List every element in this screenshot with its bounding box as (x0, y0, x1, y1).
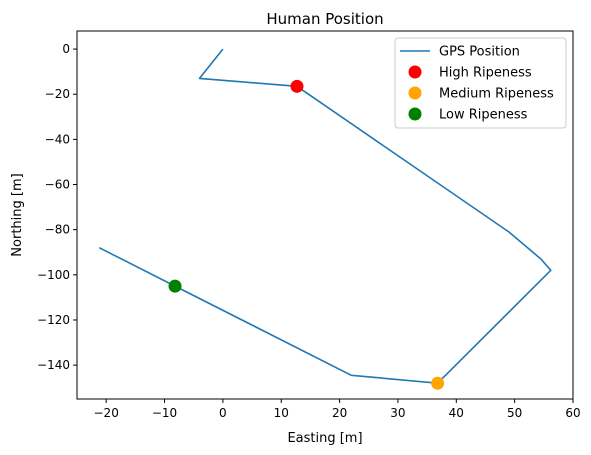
scatter-point-medium-ripeness (431, 376, 445, 390)
scatter-point-low-ripeness (168, 279, 182, 293)
chart-title: Human Position (266, 10, 383, 28)
x-axis-label: Easting [m] (287, 431, 362, 446)
legend-swatch (408, 107, 422, 121)
y-tick-label: −80 (45, 223, 70, 237)
y-tick-label: −40 (45, 132, 70, 146)
x-axis-ticks: −20 −10 0 10 20 30 40 50 60 (94, 399, 581, 420)
y-tick-label: −100 (37, 268, 70, 282)
x-tick-label: 50 (507, 406, 522, 420)
legend-label: GPS Position (439, 45, 520, 60)
x-tick-label: −10 (152, 406, 177, 420)
x-tick-label: 20 (332, 406, 347, 420)
series-line-gps-position (98, 48, 552, 385)
series-layer (98, 48, 552, 390)
y-tick-label: −60 (45, 178, 70, 192)
plot-frame (76, 30, 574, 400)
y-tick-label: −140 (37, 358, 70, 372)
x-tick-label: 40 (449, 406, 464, 420)
legend: GPS Position High Ripeness Medium Ripeness… (394, 37, 567, 129)
legend-label: Low Ripeness (439, 108, 528, 123)
y-tick-label: −20 (45, 87, 70, 101)
y-axis-ticks: 0 −20 −40 −60 −80 −100 −120 −140 (37, 42, 77, 372)
x-tick-label: 0 (219, 406, 227, 420)
legend-swatch (408, 86, 422, 100)
x-tick-label: 30 (390, 406, 405, 420)
y-tick-label: 0 (62, 42, 70, 56)
legend-swatch (408, 65, 422, 79)
x-tick-label: 60 (565, 406, 580, 420)
legend-label: Medium Ripeness (439, 87, 554, 102)
y-axis-label: Northing [m] (10, 173, 25, 256)
x-tick-label: 10 (274, 406, 289, 420)
x-tick-label: −20 (94, 406, 119, 420)
y-tick-label: −120 (37, 313, 70, 327)
legend-label: High Ripeness (439, 66, 532, 81)
legend-frame (394, 37, 567, 129)
scatter-point-high-ripeness (290, 79, 304, 93)
